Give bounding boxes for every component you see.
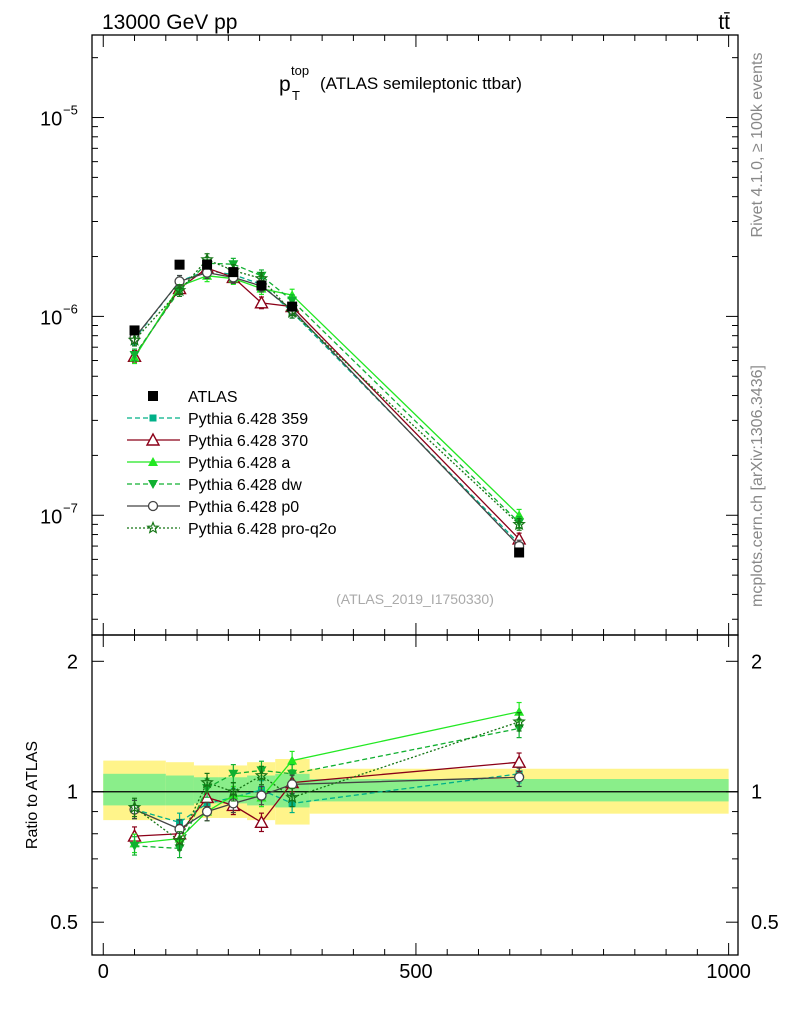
ratio-point bbox=[286, 779, 298, 790]
ratio-point bbox=[287, 755, 298, 765]
ratio-ytick-label-left: 1 bbox=[67, 782, 78, 804]
ratio-point bbox=[287, 769, 298, 779]
mcplots-label: mcplots.cern.ch [arXiv:1306.3436] bbox=[749, 365, 766, 607]
main-panel: 10−510−610−7 bbox=[40, 34, 739, 636]
rivet-version-label: Rivet 4.1.0, ≥ 100k events bbox=[749, 53, 766, 238]
legend-label: Pythia 6.428 pro-q2o bbox=[188, 521, 337, 538]
analysis-id: (ATLAS_2019_I1750330) bbox=[336, 591, 494, 607]
ratio-series-pythia-6-428-pro-q2o bbox=[127, 712, 526, 851]
main-ytick-label: 10 bbox=[40, 109, 62, 131]
main-ytick-label: 10 bbox=[40, 307, 62, 329]
ratio-ytick-label-left: 2 bbox=[67, 651, 78, 673]
legend-label: Pythia 6.428 p0 bbox=[188, 499, 299, 516]
ratio-point bbox=[201, 806, 213, 817]
main-ytick-exponent: −7 bbox=[63, 500, 78, 515]
atlas-data-point bbox=[202, 259, 213, 270]
ratio-ytick-label-left: 0.5 bbox=[50, 912, 78, 934]
main-axis-ticks: 10−510−610−7 bbox=[40, 35, 738, 635]
title-main: p bbox=[279, 73, 291, 96]
legend-marker bbox=[147, 500, 159, 512]
series-point bbox=[127, 332, 142, 346]
series-point bbox=[287, 296, 298, 306]
ratio-ylabel: Ratio to ATLAS bbox=[24, 741, 41, 849]
ratio-point bbox=[129, 841, 140, 851]
ratio-point bbox=[285, 790, 299, 804]
ratio-axis-ticks: 0.5 0.5 1 1 2 2 bbox=[50, 635, 779, 955]
main-ytick-exponent: −6 bbox=[63, 301, 78, 316]
ratio-point bbox=[254, 814, 269, 829]
x-tick-label: 0 bbox=[98, 961, 109, 983]
header-right: tt̄ bbox=[718, 11, 730, 34]
title-rest: (ATLAS semileptonic ttbar) bbox=[320, 74, 522, 93]
title-superscript: top bbox=[291, 63, 309, 78]
ratio-frame bbox=[91, 634, 739, 956]
ratio-point bbox=[172, 833, 187, 847]
x-axis-labels: 0 500 1000 bbox=[98, 961, 751, 983]
ratio-point bbox=[200, 775, 214, 789]
series-point bbox=[254, 295, 269, 309]
plot-title: p T top (ATLAS semileptonic ttbar) bbox=[279, 63, 522, 103]
ratio-point bbox=[256, 790, 267, 801]
atlas-data-point bbox=[287, 301, 298, 312]
ratio-point bbox=[511, 754, 527, 768]
main-data-layer bbox=[129, 259, 525, 558]
ratio-point bbox=[254, 768, 269, 782]
ratio-point bbox=[127, 800, 142, 814]
main-ytick-exponent: −5 bbox=[63, 103, 78, 118]
legend: ATLAS Pythia 6.428 359 Pythia 6.428 370 Pyt… bbox=[127, 389, 337, 538]
title-subscript: T bbox=[292, 88, 300, 103]
legend-marker bbox=[145, 432, 161, 446]
ratio-point bbox=[512, 714, 526, 728]
series-point bbox=[172, 283, 187, 297]
main-ytick-label: 10 bbox=[40, 506, 62, 528]
ratio-uncertainty-bands bbox=[92, 759, 738, 825]
ratio-point bbox=[226, 784, 241, 798]
legend-label: Pythia 6.428 dw bbox=[188, 477, 302, 494]
legend-label: Pythia 6.428 a bbox=[188, 455, 290, 472]
ratio-point bbox=[513, 772, 525, 783]
ratio-panel: 0.5 0.5 1 1 2 2 bbox=[50, 634, 779, 956]
atlas-data-point bbox=[514, 547, 525, 558]
ratio-ytick-label-right: 2 bbox=[751, 651, 762, 673]
series-point bbox=[129, 350, 140, 360]
legend-label: Pythia 6.428 370 bbox=[188, 433, 308, 450]
atlas-data-point bbox=[174, 259, 185, 270]
ratio-point bbox=[514, 706, 525, 716]
ratio-ytick-label-right: 1 bbox=[751, 782, 762, 804]
ratio-point bbox=[228, 769, 239, 779]
legend-label-atlas: ATLAS bbox=[188, 389, 238, 406]
ratio-band-green bbox=[165, 775, 194, 806]
ratio-ytick-label-right: 0.5 bbox=[751, 912, 779, 934]
legend-marker bbox=[148, 457, 158, 466]
x-tick-label: 500 bbox=[399, 961, 432, 983]
ratio-series-layer bbox=[127, 701, 527, 859]
atlas-data-point bbox=[228, 267, 239, 278]
x-tick-label: 1000 bbox=[706, 961, 751, 983]
legend-marker bbox=[146, 520, 160, 534]
legend-marker-atlas bbox=[148, 391, 158, 401]
series-point bbox=[512, 517, 526, 531]
legend-marker bbox=[149, 414, 157, 422]
legend-marker bbox=[148, 480, 158, 489]
ratio-band-green bbox=[309, 779, 729, 802]
main-frame bbox=[91, 34, 739, 636]
header-left: 13000 GeV pp bbox=[102, 11, 237, 34]
legend-label: Pythia 6.428 359 bbox=[188, 411, 308, 428]
atlas-data-point bbox=[256, 280, 267, 291]
atlas-data-point bbox=[129, 325, 140, 336]
